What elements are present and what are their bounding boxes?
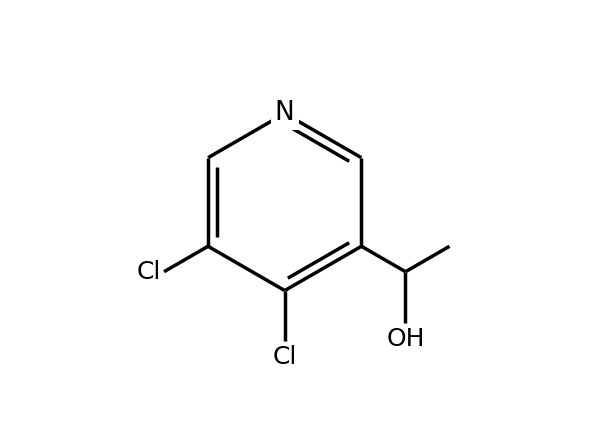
Text: OH: OH <box>386 328 425 351</box>
Text: Cl: Cl <box>273 345 297 369</box>
Text: Cl: Cl <box>137 260 161 284</box>
Text: N: N <box>275 101 295 127</box>
